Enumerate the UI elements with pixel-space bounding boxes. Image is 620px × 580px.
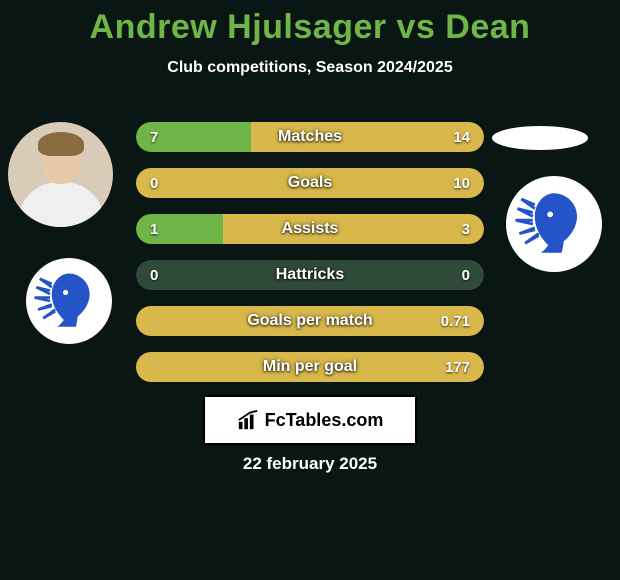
bar-fill-right	[136, 306, 484, 336]
brand-badge: FcTables.com	[203, 395, 417, 445]
bar-fill-left	[136, 122, 251, 152]
stat-row: Goals010	[136, 168, 484, 198]
bar-fill-right	[223, 214, 484, 244]
comparison-bars: Matches714 Goals010 Assists13 Hattricks00 Go…	[136, 122, 484, 398]
player-left-avatar	[8, 122, 113, 227]
stat-row: Goals per match0.71	[136, 306, 484, 336]
club-badge-left	[26, 258, 112, 344]
bar-fill-right	[136, 352, 484, 382]
native-head-icon	[26, 258, 112, 344]
stat-row: Matches714	[136, 122, 484, 152]
page-subtitle: Club competitions, Season 2024/2025	[0, 59, 620, 77]
avatar-shirt	[18, 182, 104, 227]
chart-icon	[237, 409, 259, 431]
stat-row: Assists13	[136, 214, 484, 244]
club-badge-right	[506, 176, 602, 272]
avatar-hair	[38, 132, 84, 156]
player-right-avatar	[492, 126, 588, 150]
bar-fill-right	[251, 122, 484, 152]
bar-fill-right	[136, 168, 484, 198]
footer-date: 22 february 2025	[0, 454, 620, 474]
bar-track	[136, 260, 484, 290]
bar-fill-left	[136, 214, 223, 244]
page-title: Andrew Hjulsager vs Dean	[0, 0, 620, 47]
brand-text: FcTables.com	[265, 410, 384, 431]
native-head-icon	[506, 176, 602, 272]
stat-row: Min per goal177	[136, 352, 484, 382]
stat-row: Hattricks00	[136, 260, 484, 290]
